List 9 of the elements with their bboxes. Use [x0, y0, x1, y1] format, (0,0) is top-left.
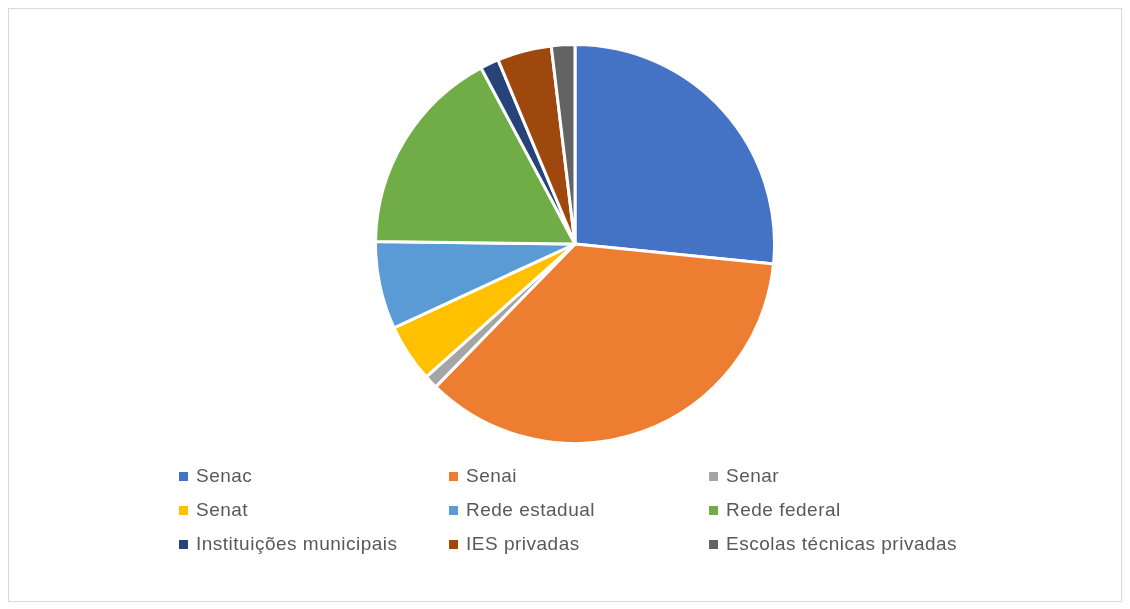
- legend-label: Senar: [726, 465, 780, 487]
- legend-label: Senac: [196, 465, 253, 487]
- legend-label: Escolas técnicas privadas: [726, 533, 958, 555]
- legend-label: IES privadas: [466, 533, 580, 555]
- legend-label: Senat: [196, 499, 249, 521]
- legend-label: Senai: [466, 465, 518, 487]
- legend-label: Rede estadual: [466, 499, 596, 521]
- legend-label: Rede federal: [726, 499, 841, 521]
- legend-label: Instituições municipais: [196, 533, 398, 555]
